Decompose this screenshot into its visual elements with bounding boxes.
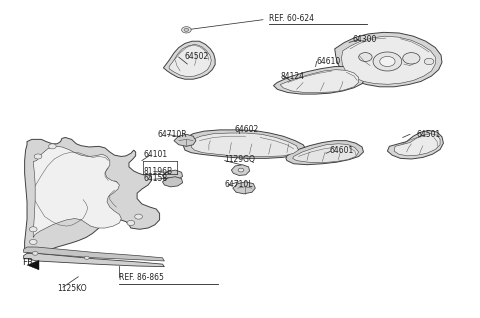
Circle shape xyxy=(29,239,37,245)
Circle shape xyxy=(238,168,244,172)
Polygon shape xyxy=(280,70,359,93)
Polygon shape xyxy=(163,41,215,79)
Circle shape xyxy=(29,227,37,232)
Polygon shape xyxy=(183,130,306,158)
Polygon shape xyxy=(341,36,435,84)
Text: 64601: 64601 xyxy=(330,146,354,155)
Polygon shape xyxy=(387,130,444,159)
Text: 1125KO: 1125KO xyxy=(57,284,87,293)
Polygon shape xyxy=(162,177,182,187)
Circle shape xyxy=(34,154,42,159)
Text: 64502: 64502 xyxy=(185,52,209,61)
Text: 64602: 64602 xyxy=(234,125,259,135)
Polygon shape xyxy=(24,253,164,267)
Text: 81196B: 81196B xyxy=(144,167,172,176)
Polygon shape xyxy=(24,247,164,261)
Polygon shape xyxy=(233,182,255,194)
Text: 64710R: 64710R xyxy=(157,130,187,139)
Circle shape xyxy=(403,52,420,64)
Text: 64501: 64501 xyxy=(416,130,440,139)
Text: 64300: 64300 xyxy=(352,35,377,44)
Text: 64610: 64610 xyxy=(317,57,341,66)
Polygon shape xyxy=(162,170,182,181)
Text: 64710L: 64710L xyxy=(225,180,253,190)
Circle shape xyxy=(127,220,135,225)
Polygon shape xyxy=(293,144,359,163)
Text: REF. 60-624: REF. 60-624 xyxy=(269,14,314,23)
Circle shape xyxy=(84,256,89,259)
Circle shape xyxy=(48,144,56,149)
Text: 84124: 84124 xyxy=(281,72,305,80)
Polygon shape xyxy=(394,134,440,156)
Circle shape xyxy=(181,27,191,33)
Polygon shape xyxy=(169,45,211,77)
Polygon shape xyxy=(335,32,442,87)
Polygon shape xyxy=(274,66,365,94)
Polygon shape xyxy=(24,137,159,255)
Polygon shape xyxy=(231,165,250,176)
Circle shape xyxy=(424,58,434,65)
Polygon shape xyxy=(33,146,121,238)
Text: REF. 86-865: REF. 86-865 xyxy=(120,273,164,282)
Polygon shape xyxy=(27,260,39,270)
Polygon shape xyxy=(286,141,363,165)
Circle shape xyxy=(184,28,189,31)
Circle shape xyxy=(32,252,38,255)
Circle shape xyxy=(359,52,372,61)
Circle shape xyxy=(373,52,402,71)
Text: 64101: 64101 xyxy=(144,150,168,159)
Polygon shape xyxy=(191,133,299,156)
Polygon shape xyxy=(174,134,196,146)
Circle shape xyxy=(135,214,143,219)
Text: 64158: 64158 xyxy=(144,174,168,183)
Text: FR.: FR. xyxy=(22,258,36,267)
Text: 1129GQ: 1129GQ xyxy=(225,155,255,164)
Circle shape xyxy=(380,56,395,66)
